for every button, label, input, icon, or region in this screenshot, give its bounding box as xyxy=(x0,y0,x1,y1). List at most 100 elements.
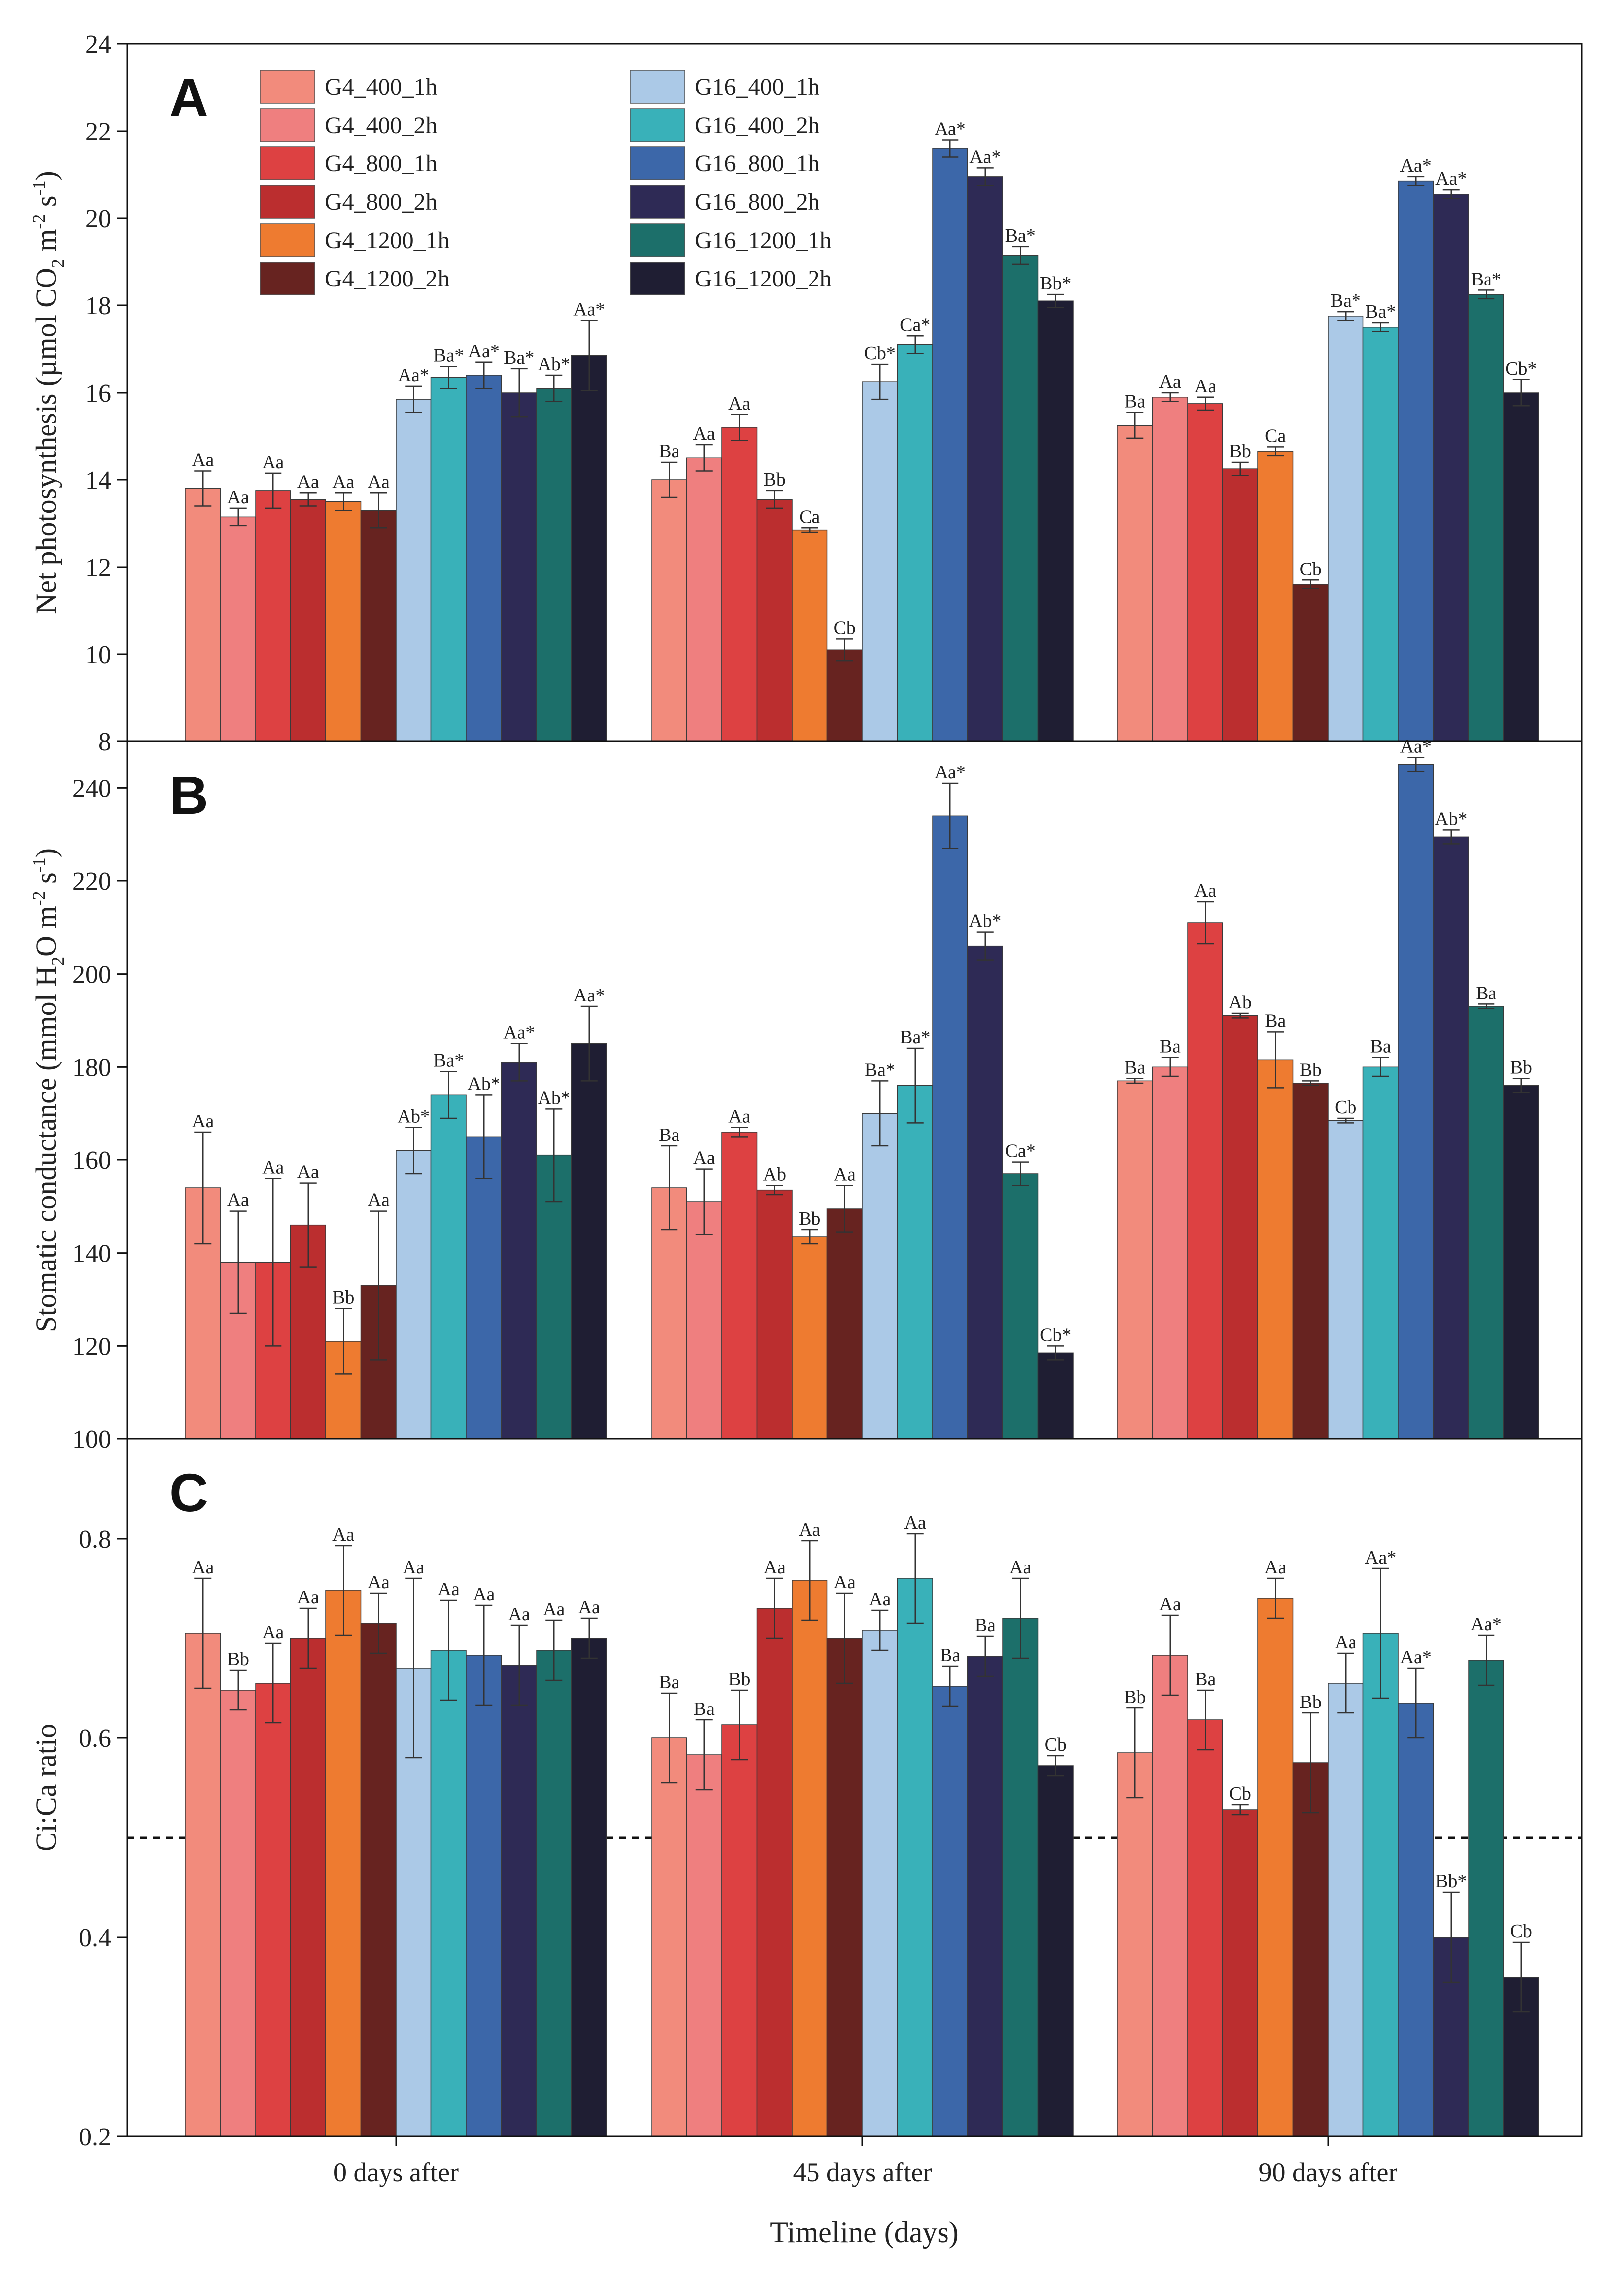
significance-label: Ba* xyxy=(433,345,464,366)
significance-label: Cb xyxy=(1335,1097,1356,1118)
y-axis-label-part: s xyxy=(30,196,62,214)
bar-g4-800-2h xyxy=(1222,1809,1258,2137)
bar-g4-400-2h xyxy=(1152,1655,1188,2137)
bar-g16-400-2h xyxy=(897,344,933,742)
significance-label: Ba xyxy=(1124,1057,1145,1078)
significance-label: Aa xyxy=(764,1557,786,1578)
significance-label: Bb xyxy=(728,1669,750,1690)
significance-label: Aa xyxy=(332,471,354,492)
bar-g16-1200-2h xyxy=(571,1043,607,1439)
bar-g4-400-2h xyxy=(686,457,722,742)
bar-g16-1200-2h xyxy=(1503,1085,1539,1439)
significance-label: Aa xyxy=(904,1512,926,1533)
significance-label: Cb xyxy=(834,617,856,638)
significance-label: Ab* xyxy=(969,911,1001,932)
bar-g4-1200-1h xyxy=(792,1580,828,2137)
legend-label: G4_1200_2h xyxy=(325,266,450,292)
legend-label: G16_800_1h xyxy=(695,150,820,177)
bar-g16-400-1h xyxy=(862,1113,898,1439)
bar-g16-1200-2h xyxy=(1037,1765,1074,2137)
bar-g16-400-1h xyxy=(1328,1683,1364,2137)
y-axis-label-part: -1 xyxy=(29,857,49,872)
bar-g16-800-2h xyxy=(967,945,1003,1439)
significance-label: Aa xyxy=(728,393,750,414)
significance-label: Ab* xyxy=(1435,808,1467,829)
significance-label: Bb xyxy=(1300,1692,1322,1712)
y-tick-label: 180 xyxy=(72,1053,111,1082)
bar-g16-400-2h xyxy=(430,1650,467,2137)
bar-g4-800-1h xyxy=(1187,1719,1223,2137)
significance-label: Aa xyxy=(227,1190,249,1211)
bar-g4-1200-1h xyxy=(1257,1598,1294,2137)
bar-g4-1200-2h xyxy=(1292,1083,1329,1439)
significance-label: Ba* xyxy=(1005,225,1036,246)
y-tick-label: 0.8 xyxy=(79,1525,111,1554)
significance-label: Aa xyxy=(834,1164,856,1185)
y-axis-label-part: m xyxy=(30,229,62,259)
significance-label: Aa* xyxy=(935,119,966,140)
bar-g4-1200-2h xyxy=(826,1638,863,2137)
legend: G4_400_1h G4_400_2h G4_800_1h G4_800_2h G4_1… xyxy=(260,70,832,295)
significance-label: Aa xyxy=(297,1587,319,1608)
significance-label: Aa* xyxy=(1435,168,1467,189)
y-axis-label-part: 2 xyxy=(48,957,68,966)
y-tick-label: 120 xyxy=(72,1332,111,1361)
bar-g16-1200-1h xyxy=(1002,1618,1039,2137)
y-tick-label: 0.2 xyxy=(79,2123,111,2151)
bar-g16-1200-1h xyxy=(536,1650,572,2137)
significance-label: Aa xyxy=(368,1190,390,1211)
significance-label: Ba xyxy=(1476,983,1496,1003)
bar-g4-1200-1h xyxy=(325,1590,362,2137)
bar-g4-1200-1h xyxy=(1257,1059,1294,1439)
y-tick-label: 160 xyxy=(72,1146,111,1175)
bar-g16-1200-1h xyxy=(1468,294,1504,742)
y-tick-label: 8 xyxy=(98,728,111,756)
significance-label: Ba xyxy=(975,1615,996,1636)
bar-g16-1200-2h xyxy=(1503,392,1539,742)
significance-label: Aa xyxy=(403,1557,424,1578)
bar-g4-1200-2h xyxy=(360,510,397,742)
bar-g4-1200-2h xyxy=(360,1623,397,2137)
significance-label: Bb xyxy=(1229,441,1251,462)
significance-label: Ca xyxy=(1265,426,1286,446)
significance-label: Aa xyxy=(1264,1557,1286,1578)
y-tick-label: 18 xyxy=(85,292,111,320)
legend-swatch-g4-1200-1h xyxy=(260,223,315,257)
significance-label: Bb xyxy=(227,1649,249,1670)
bar-g4-800-2h xyxy=(290,1638,326,2137)
significance-label: Ba xyxy=(659,441,679,462)
bar-g16-1200-1h xyxy=(1468,1660,1504,2137)
significance-label: Aa xyxy=(192,1111,214,1132)
y-tick-label: 10 xyxy=(85,641,111,669)
y-tick-label: 200 xyxy=(72,961,111,989)
y-tick-label: 240 xyxy=(72,774,111,803)
bar-g16-800-1h xyxy=(1398,180,1434,742)
legend-label: G16_1200_2h xyxy=(695,266,832,292)
significance-label: Bb xyxy=(764,469,786,490)
bar-g16-1200-1h xyxy=(1002,255,1039,742)
significance-label: Aa* xyxy=(398,365,429,386)
bar-g4-400-1h xyxy=(1117,1752,1153,2137)
significance-label: Ba xyxy=(1160,1036,1181,1057)
bar-g16-400-1h xyxy=(862,1630,898,2137)
y-tick-label: 0.4 xyxy=(79,1924,111,1952)
significance-label: Aa xyxy=(834,1572,856,1593)
significance-label: Aa xyxy=(728,1106,750,1127)
bar-g4-800-1h xyxy=(255,490,291,742)
significance-label: Aa* xyxy=(573,985,605,1006)
significance-label: Aa xyxy=(1009,1557,1031,1578)
legend-label: G4_400_2h xyxy=(325,112,438,139)
significance-label: Aa* xyxy=(935,762,966,783)
significance-label: Aa xyxy=(473,1584,495,1605)
significance-label: Ca* xyxy=(1005,1141,1036,1162)
bar-g4-800-1h xyxy=(721,1132,758,1439)
bar-g4-1200-2h xyxy=(826,1208,863,1439)
legend-swatch-g16-1200-1h xyxy=(630,223,685,257)
significance-label: Aa xyxy=(1194,376,1216,397)
significance-label: Ba* xyxy=(1471,269,1501,289)
bar-g4-400-2h xyxy=(1152,397,1188,742)
y-axis-label-part: s xyxy=(30,872,62,891)
legend-swatch-g4-800-1h xyxy=(260,146,315,180)
